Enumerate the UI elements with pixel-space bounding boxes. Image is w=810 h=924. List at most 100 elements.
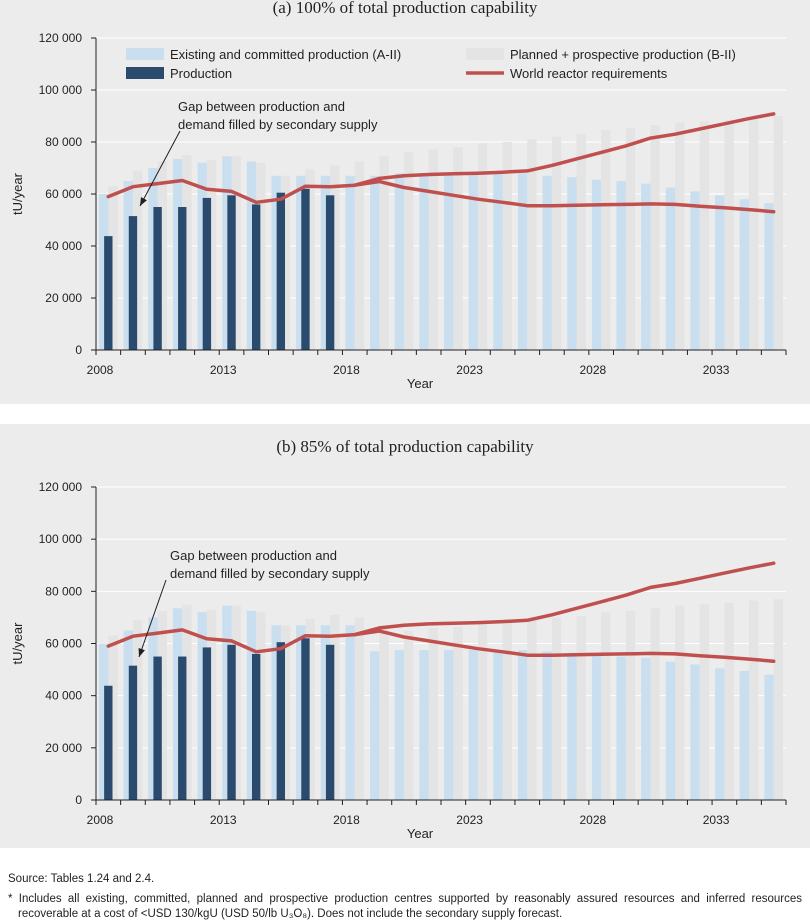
bar-planned-prospective — [379, 156, 389, 350]
bar-production — [153, 207, 162, 350]
bar-planned-prospective — [379, 625, 389, 800]
bar-planned-prospective — [330, 165, 340, 350]
bar-planned-prospective — [551, 136, 562, 350]
bar-planned-prospective — [256, 162, 266, 350]
y-tick-label: 20 000 — [45, 741, 82, 755]
bar-production — [325, 195, 335, 350]
bar-planned-prospective — [453, 147, 463, 350]
bar-planned-prospective — [699, 121, 710, 350]
bar-existing-committed — [148, 168, 158, 350]
bar-existing-committed — [296, 625, 306, 800]
bar-existing-committed — [641, 183, 651, 350]
bar-existing-committed — [567, 652, 577, 800]
bar-planned-prospective — [773, 116, 784, 350]
bar-planned-prospective — [157, 610, 167, 800]
x-tick-label: 2028 — [580, 363, 607, 377]
bar-production — [227, 644, 236, 800]
bar-existing-committed — [690, 191, 700, 350]
source-note: Source: Tables 1.24 and 2.4. — [8, 873, 155, 885]
bar-planned-prospective — [699, 604, 710, 800]
bar-existing-committed — [517, 173, 528, 350]
legend-item-production: Production — [126, 66, 232, 81]
x-tick-label: 2018 — [333, 363, 360, 377]
bar-existing-committed — [616, 656, 626, 800]
bar-production — [128, 665, 138, 800]
x-axis-label: Year — [407, 376, 434, 391]
line-world-reactor-requirements — [106, 628, 776, 663]
bar-planned-prospective — [675, 122, 685, 350]
legend: Existing and committed production (A-II)… — [126, 47, 736, 81]
bar-existing-committed — [320, 625, 331, 800]
bar-planned-prospective — [404, 152, 414, 350]
chart-panel-a: (a) 100% of total production capability 0… — [10, 0, 787, 391]
annotation-text: demand filled by secondary supply — [178, 117, 378, 132]
y-tick-label: 60 000 — [45, 637, 82, 651]
bar-existing-committed — [443, 650, 454, 800]
bar-existing-committed — [98, 194, 109, 350]
bar-production — [325, 644, 335, 800]
bar-planned-prospective — [650, 608, 660, 800]
bar-existing-committed — [345, 625, 355, 800]
legend-label: Existing and committed production (A-II) — [170, 47, 401, 62]
bar-existing-committed — [665, 187, 676, 350]
bar-planned-prospective — [231, 605, 241, 800]
annotation-text: Gap between production and — [170, 548, 337, 563]
bar-existing-committed — [591, 655, 602, 800]
legend-item-planned: Planned + prospective production (B-II) — [466, 47, 736, 62]
bar-planned-prospective — [625, 127, 636, 350]
legend-label: World reactor requirements — [510, 66, 668, 81]
bar-existing-committed — [493, 173, 503, 350]
bar-planned-prospective — [157, 161, 167, 350]
bar-existing-committed — [468, 650, 478, 800]
bar-existing-committed — [246, 161, 257, 350]
line-world-reactor-requirements-high — [353, 112, 776, 187]
bar-planned-prospective — [453, 626, 463, 800]
bar-existing-committed — [394, 650, 405, 800]
bar-planned-prospective — [601, 612, 611, 800]
bar-planned-prospective — [280, 175, 291, 350]
bar-planned-prospective — [206, 609, 217, 800]
bar-planned-prospective — [182, 155, 192, 350]
bar-planned-prospective — [108, 635, 118, 800]
bar-planned-prospective — [280, 625, 291, 800]
x-tick-label: 2008 — [87, 813, 114, 827]
bar-planned-prospective — [108, 186, 118, 350]
bar-planned-prospective — [749, 118, 759, 350]
bar-existing-committed — [443, 173, 454, 350]
legend-item-existing: Existing and committed production (A-II) — [126, 47, 401, 62]
bar-existing-committed — [148, 617, 158, 800]
bar-planned-prospective — [773, 599, 784, 800]
x-tick-label: 2008 — [87, 363, 114, 377]
chart-title: (b) 85% of total production capability — [276, 437, 534, 456]
x-tick-label: 2028 — [580, 813, 607, 827]
footer: Source: Tables 1.24 and 2.4. * Includes … — [8, 872, 802, 922]
bar-planned-prospective — [601, 130, 611, 350]
bar-existing-committed — [197, 612, 207, 800]
bar-planned-prospective — [576, 134, 586, 350]
bar-existing-committed — [296, 175, 306, 350]
bar-planned-prospective — [576, 616, 586, 800]
bar-production — [276, 642, 286, 800]
y-tick-label: 120 000 — [39, 31, 83, 45]
x-tick-label: 2023 — [456, 363, 483, 377]
legend-swatch — [466, 48, 504, 60]
bar-existing-committed — [517, 650, 528, 800]
bar-existing-committed — [271, 175, 281, 350]
bar-planned-prospective — [305, 618, 315, 800]
bar-planned-prospective — [256, 612, 266, 800]
bar-planned-prospective — [305, 169, 315, 350]
legend-label: Production — [170, 66, 232, 81]
line-world-reactor-requirements — [106, 178, 776, 214]
annotation-arrow — [139, 130, 181, 207]
annotation-text: Gap between production and — [178, 99, 345, 114]
y-tick-label: 100 000 — [39, 532, 83, 546]
legend-swatch — [126, 48, 164, 60]
bar-existing-committed — [715, 195, 725, 350]
bar-existing-committed — [320, 175, 331, 350]
y-tick-label: 20 000 — [45, 291, 82, 305]
bar-planned-prospective — [724, 119, 734, 351]
bar-existing-committed — [764, 674, 774, 800]
x-tick-label: 2018 — [333, 813, 360, 827]
bar-production — [227, 195, 236, 350]
bar-production — [128, 216, 138, 350]
